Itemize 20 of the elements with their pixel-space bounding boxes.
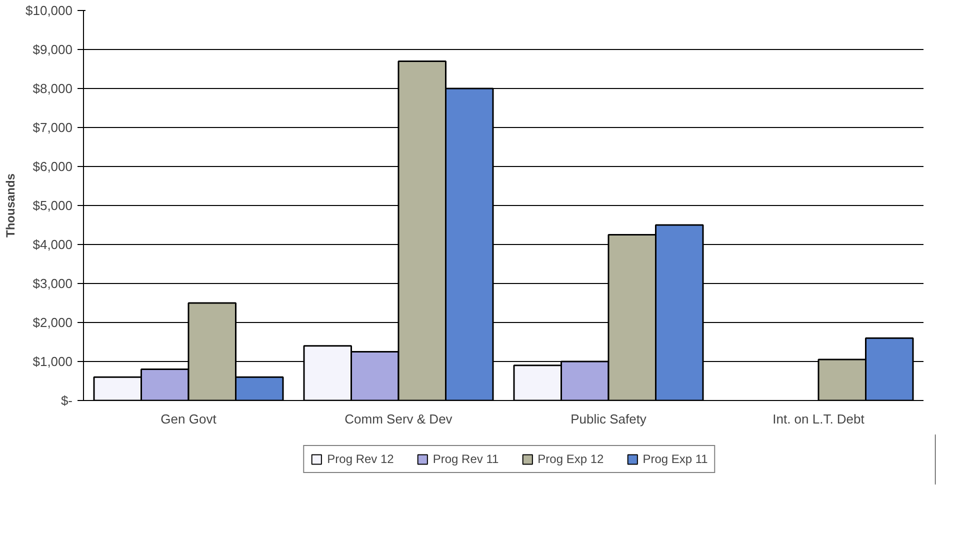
x-tick-label: Gen Govt <box>160 412 217 426</box>
y-tick-label: $4,000 <box>32 237 73 252</box>
y-tick-label: $6,000 <box>32 159 73 174</box>
y-tick-label: $10,000 <box>26 3 73 18</box>
y-tick-label: $- <box>60 393 73 408</box>
y-tick-label: $5,000 <box>32 198 73 213</box>
y-tick-label: $2,000 <box>32 315 73 330</box>
x-tick-label: Int. on L.T. Debt <box>772 412 865 426</box>
y-tick-label: $7,000 <box>32 120 73 135</box>
legend-label: Prog Rev 12 <box>327 452 394 466</box>
x-tick-label: Public Safety <box>570 412 647 426</box>
legend-label: Prog Exp 11 <box>642 452 708 466</box>
y-tick-label: $9,000 <box>32 42 73 57</box>
x-tick-label: Comm Serv & Dev <box>344 412 453 426</box>
legend-label: Prog Rev 11 <box>432 452 499 466</box>
legend-label: Prog Exp 12 <box>538 452 604 466</box>
y-axis-title: Thousands <box>4 173 18 238</box>
y-tick-label: $3,000 <box>32 276 73 291</box>
y-tick-label: $1,000 <box>32 354 73 369</box>
y-tick-label: $8,000 <box>32 81 73 96</box>
